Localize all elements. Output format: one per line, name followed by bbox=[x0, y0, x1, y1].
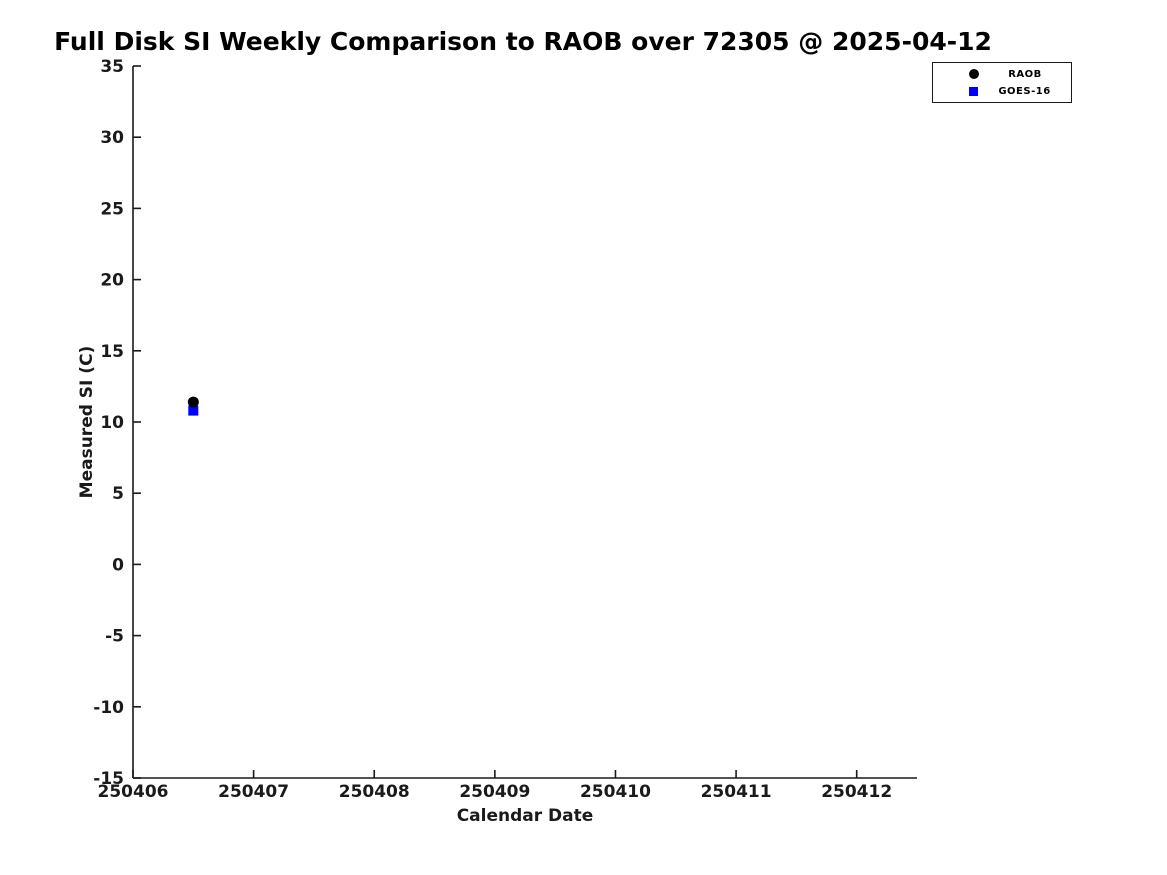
raob-point bbox=[187, 396, 199, 408]
x-tick-label: 250407 bbox=[218, 782, 289, 802]
y-tick-label: 30 bbox=[100, 128, 124, 148]
goes-16-point bbox=[188, 405, 199, 416]
x-axis-label: Calendar Date bbox=[457, 806, 594, 826]
x-tick-label: 250408 bbox=[339, 782, 410, 802]
chart-title: Full Disk SI Weekly Comparison to RAOB o… bbox=[54, 27, 992, 56]
x-tick-label: 250411 bbox=[701, 782, 772, 802]
y-tick-label: 0 bbox=[112, 555, 124, 575]
y-tick-label: 15 bbox=[100, 342, 124, 362]
y-tick-label: 25 bbox=[100, 199, 124, 219]
y-tick-label: 5 bbox=[112, 484, 124, 504]
legend-box: RAOB GOES-16 bbox=[932, 62, 1072, 103]
y-tick-label: 35 bbox=[100, 57, 124, 77]
legend-label-goes-16: GOES-16 bbox=[998, 85, 1051, 97]
y-tick-label: -5 bbox=[105, 627, 124, 647]
legend-item-raob: RAOB bbox=[933, 67, 1071, 81]
y-tick-label: 20 bbox=[100, 271, 124, 291]
y-axis-label: Measured SI (C) bbox=[77, 346, 97, 499]
raob-circle-marker-icon bbox=[969, 69, 979, 79]
x-tick-label: 250409 bbox=[459, 782, 530, 802]
x-tick-label: 250406 bbox=[98, 782, 169, 802]
x-tick-label: 250410 bbox=[580, 782, 651, 802]
legend-item-goes-16: GOES-16 bbox=[933, 84, 1071, 98]
y-tick-label: -15 bbox=[93, 769, 124, 789]
goes-16-square-marker-icon bbox=[969, 86, 978, 96]
x-tick-label: 250412 bbox=[821, 782, 892, 802]
y-tick-label: -10 bbox=[93, 698, 124, 718]
y-tick-label: 10 bbox=[100, 413, 124, 433]
legend-label-raob: RAOB bbox=[1008, 68, 1042, 80]
